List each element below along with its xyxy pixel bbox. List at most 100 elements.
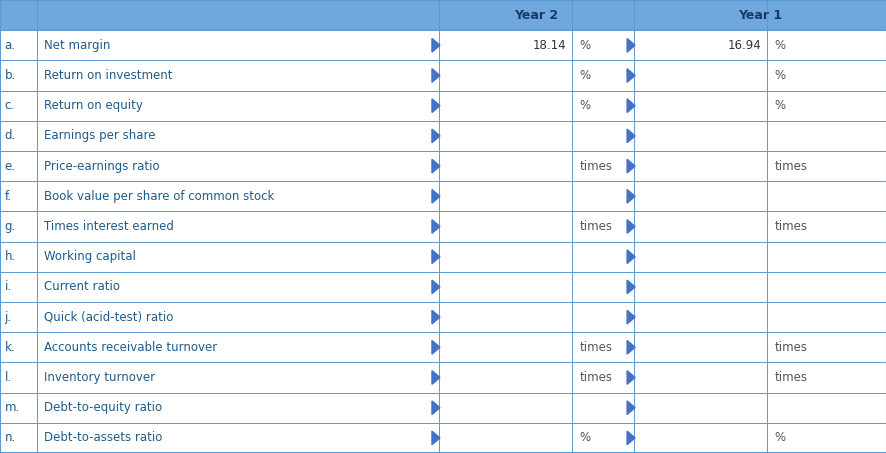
Bar <box>633 30 766 60</box>
Polygon shape <box>431 401 439 414</box>
Polygon shape <box>431 431 439 445</box>
Text: Debt-to-assets ratio: Debt-to-assets ratio <box>44 431 162 444</box>
Polygon shape <box>626 99 634 112</box>
Polygon shape <box>626 371 634 384</box>
Bar <box>0 393 37 423</box>
Bar <box>37 241 439 272</box>
Bar <box>633 362 766 393</box>
Bar <box>439 302 571 332</box>
Bar <box>766 241 886 272</box>
Bar <box>439 60 571 91</box>
Bar <box>439 241 571 272</box>
Text: %: % <box>773 431 785 444</box>
Text: times: times <box>773 220 806 233</box>
Polygon shape <box>626 69 634 82</box>
Bar <box>0 212 37 241</box>
Bar <box>571 60 633 91</box>
Text: Return on equity: Return on equity <box>44 99 143 112</box>
Bar <box>766 151 886 181</box>
Bar <box>439 91 571 121</box>
Text: times: times <box>773 159 806 173</box>
Text: times: times <box>773 371 806 384</box>
Bar <box>439 181 571 212</box>
Bar <box>0 151 37 181</box>
Text: Working capital: Working capital <box>44 250 136 263</box>
Bar <box>633 241 766 272</box>
Bar <box>439 272 571 302</box>
Bar <box>766 181 886 212</box>
Polygon shape <box>626 431 634 445</box>
Polygon shape <box>626 310 634 324</box>
Polygon shape <box>626 189 634 203</box>
Bar <box>37 30 439 60</box>
Text: %: % <box>773 99 785 112</box>
Text: times: times <box>579 220 611 233</box>
Polygon shape <box>431 39 439 52</box>
Bar <box>633 181 766 212</box>
Bar <box>0 302 37 332</box>
Bar <box>766 212 886 241</box>
Polygon shape <box>431 99 439 112</box>
Bar <box>571 393 633 423</box>
Text: Accounts receivable turnover: Accounts receivable turnover <box>44 341 217 354</box>
Polygon shape <box>626 159 634 173</box>
Polygon shape <box>626 401 634 414</box>
Text: Year 1: Year 1 <box>738 9 781 22</box>
Bar <box>439 362 571 393</box>
Bar <box>766 91 886 121</box>
Text: %: % <box>773 39 785 52</box>
Bar <box>633 393 766 423</box>
Text: %: % <box>773 69 785 82</box>
Text: l.: l. <box>4 371 12 384</box>
Bar <box>571 181 633 212</box>
Bar <box>633 212 766 241</box>
Bar <box>766 332 886 362</box>
Text: c.: c. <box>4 99 14 112</box>
Bar <box>439 121 571 151</box>
Bar <box>0 91 37 121</box>
Text: Quick (acid-test) ratio: Quick (acid-test) ratio <box>44 311 174 323</box>
Text: Net margin: Net margin <box>44 39 111 52</box>
Bar <box>37 60 439 91</box>
Text: Times interest earned: Times interest earned <box>44 220 174 233</box>
Bar <box>571 423 633 453</box>
Bar <box>439 212 571 241</box>
Text: times: times <box>579 159 611 173</box>
Text: %: % <box>579 431 590 444</box>
Bar <box>37 121 439 151</box>
Bar <box>571 121 633 151</box>
Polygon shape <box>626 129 634 143</box>
Polygon shape <box>626 220 634 233</box>
Text: Price-earnings ratio: Price-earnings ratio <box>44 159 159 173</box>
Text: d.: d. <box>4 130 16 142</box>
Polygon shape <box>431 69 439 82</box>
Bar <box>571 91 633 121</box>
Bar <box>37 393 439 423</box>
Bar <box>766 60 886 91</box>
Polygon shape <box>626 250 634 264</box>
Bar <box>633 60 766 91</box>
Bar <box>571 30 633 60</box>
Bar <box>571 272 633 302</box>
Bar <box>571 241 633 272</box>
Text: j.: j. <box>4 311 12 323</box>
Bar <box>0 181 37 212</box>
Text: g.: g. <box>4 220 16 233</box>
Polygon shape <box>431 159 439 173</box>
Bar <box>37 423 439 453</box>
Text: h.: h. <box>4 250 16 263</box>
Bar <box>571 302 633 332</box>
Bar <box>766 121 886 151</box>
Polygon shape <box>431 250 439 264</box>
Text: e.: e. <box>4 159 15 173</box>
Bar <box>766 423 886 453</box>
Bar <box>0 60 37 91</box>
Polygon shape <box>431 129 439 143</box>
Bar <box>0 332 37 362</box>
Polygon shape <box>431 280 439 294</box>
Bar <box>439 332 571 362</box>
Text: Return on investment: Return on investment <box>44 69 173 82</box>
Bar <box>633 332 766 362</box>
Bar <box>0 272 37 302</box>
Bar <box>766 362 886 393</box>
